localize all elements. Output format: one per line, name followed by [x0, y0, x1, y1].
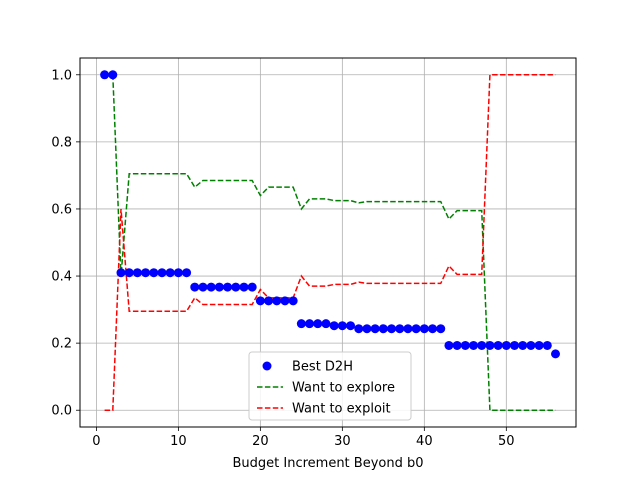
data-point	[370, 324, 380, 334]
data-point	[411, 324, 421, 334]
data-point	[100, 70, 110, 80]
data-point	[305, 319, 315, 329]
data-point	[387, 324, 397, 334]
data-point	[362, 324, 372, 334]
data-point	[321, 319, 331, 329]
data-point	[419, 324, 429, 334]
x-tick-label: 0	[92, 434, 100, 449]
data-point	[231, 282, 241, 292]
data-point	[165, 268, 175, 278]
y-tick-label: 0.4	[51, 270, 72, 285]
data-point	[272, 296, 282, 306]
data-point	[132, 268, 142, 278]
data-point	[247, 282, 257, 292]
data-point	[477, 340, 487, 350]
data-point	[518, 340, 528, 350]
data-point	[436, 324, 446, 334]
data-point	[428, 324, 438, 334]
data-point	[534, 340, 544, 350]
data-point	[526, 340, 536, 350]
data-point	[460, 340, 470, 350]
data-point	[354, 324, 364, 334]
data-point	[173, 268, 183, 278]
data-point	[337, 321, 347, 331]
x-tick-label: 30	[334, 434, 351, 449]
data-point	[542, 340, 552, 350]
data-point	[157, 268, 167, 278]
axis-ticks: 0 10 20 30 40 50 0.0 0.2 0.4 0.6 0.8 1.0	[51, 68, 514, 449]
legend-box	[248, 351, 412, 421]
data-point	[493, 340, 503, 350]
data-point	[190, 282, 200, 292]
data-point	[288, 296, 298, 306]
data-point	[346, 321, 356, 331]
series-line-want-to-exploit	[104, 74, 556, 411]
x-axis-label: Budget Increment Beyond b0	[232, 456, 423, 471]
data-point	[510, 340, 520, 350]
y-tick-label: 0.2	[51, 337, 72, 352]
data-point	[444, 340, 454, 350]
legend: Best D2H Want to explore Want to exploit	[248, 351, 412, 421]
data-point	[182, 268, 192, 278]
data-point	[214, 282, 224, 292]
data-point	[239, 282, 249, 292]
y-tick-label: 0.0	[51, 404, 72, 419]
data-point	[206, 282, 216, 292]
data-point	[198, 282, 208, 292]
data-point	[296, 319, 306, 329]
data-point	[124, 268, 134, 278]
y-tick-label: 0.8	[51, 135, 72, 150]
data-point	[264, 296, 274, 306]
data-point	[501, 340, 511, 350]
data-point	[313, 319, 323, 329]
data-point	[551, 349, 561, 359]
data-point	[280, 296, 290, 306]
data-point	[378, 324, 388, 334]
data-point	[108, 70, 118, 80]
data-point	[255, 296, 265, 306]
x-tick-label: 40	[416, 434, 433, 449]
data-point	[149, 268, 159, 278]
series-points-best-d2h	[100, 70, 561, 359]
y-tick-label: 1.0	[51, 68, 72, 83]
data-point	[223, 282, 233, 292]
legend-marker	[262, 361, 272, 371]
legend-label: Want to explore	[292, 381, 395, 396]
plot-series	[100, 70, 561, 411]
data-point	[329, 321, 339, 331]
legend-label: Want to exploit	[292, 402, 391, 417]
x-tick-label: 50	[498, 434, 515, 449]
data-point	[452, 340, 462, 350]
y-tick-label: 0.6	[51, 202, 72, 217]
data-point	[395, 324, 405, 334]
plot-frame	[79, 57, 577, 428]
data-point	[116, 268, 126, 278]
data-point	[403, 324, 413, 334]
x-tick-label: 20	[252, 434, 269, 449]
x-tick-label: 10	[170, 434, 187, 449]
grid	[80, 58, 576, 427]
series-line-want-to-explore	[104, 74, 556, 411]
data-point	[485, 340, 495, 350]
legend-label: Best D2H	[292, 360, 353, 375]
data-point	[141, 268, 151, 278]
data-point	[469, 340, 479, 350]
